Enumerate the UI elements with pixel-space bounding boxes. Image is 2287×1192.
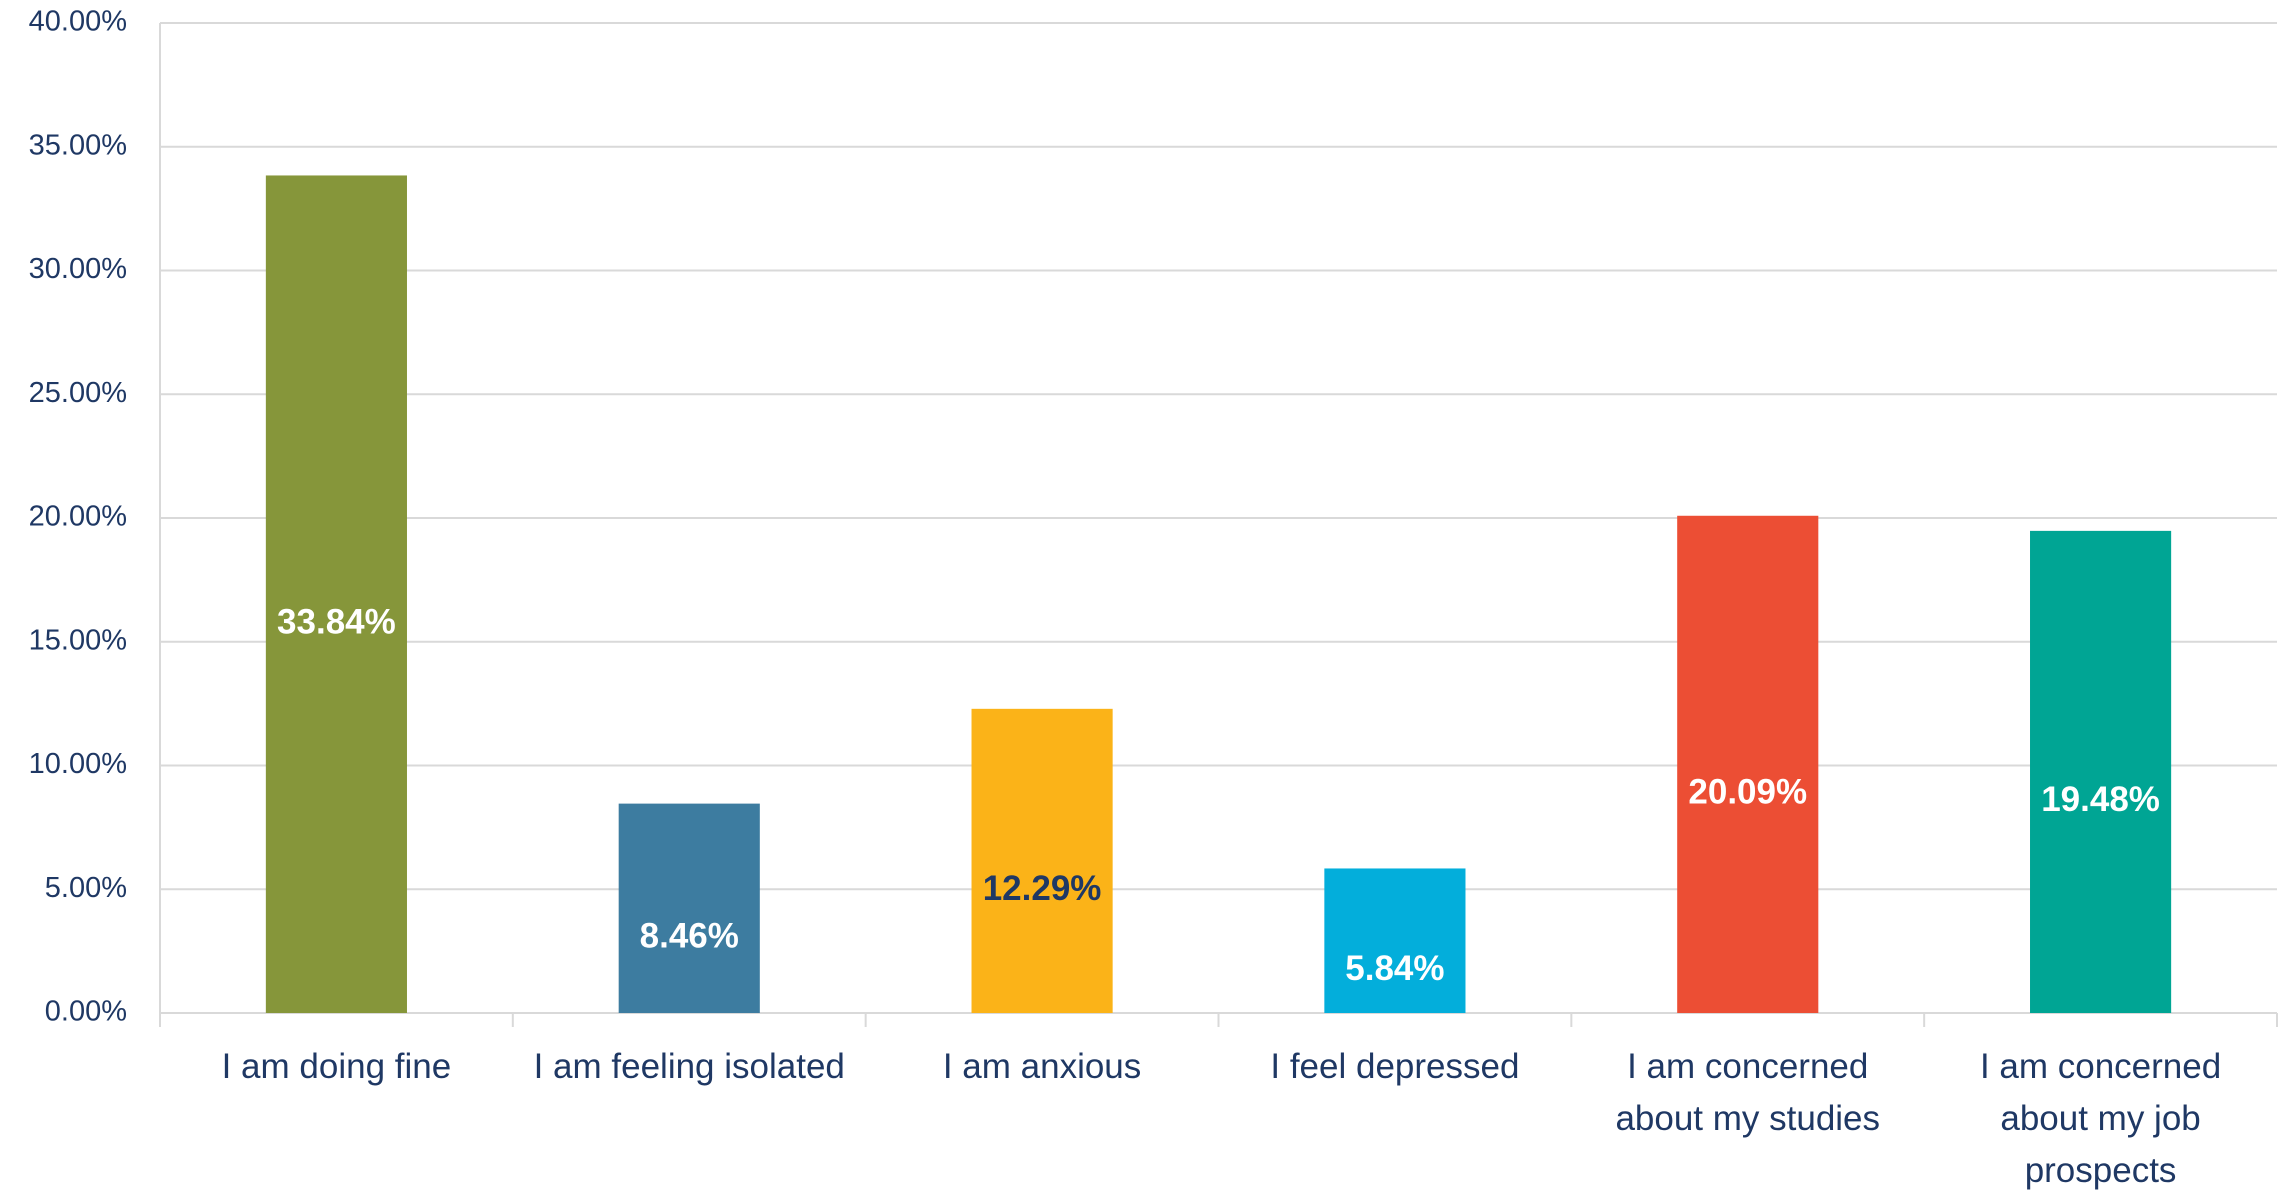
data-label: 8.46%: [640, 917, 739, 956]
bar: [971, 708, 1113, 1013]
y-tick-label: 5.00%: [45, 872, 127, 904]
data-label: 33.84%: [277, 602, 396, 641]
y-tick-label: 30.00%: [29, 253, 127, 285]
bar: [618, 803, 760, 1013]
y-tick-label: 20.00%: [29, 501, 127, 533]
bar: [2030, 530, 2172, 1013]
data-label: 20.09%: [1688, 773, 1807, 812]
x-tick-label: I am feeling isolated: [533, 1047, 845, 1086]
y-tick-label: 10.00%: [29, 748, 127, 780]
bar: [1324, 868, 1466, 1013]
bar: [265, 175, 407, 1013]
y-tick-label: 35.00%: [29, 129, 127, 161]
data-label: 5.84%: [1345, 949, 1444, 988]
x-tick-label: I am concerned about my job prospects: [1979, 1047, 2222, 1190]
y-tick-label: 40.00%: [29, 6, 127, 38]
y-tick-label: 25.00%: [29, 377, 127, 409]
data-label: 12.29%: [983, 869, 1102, 908]
data-label: 19.48%: [2041, 780, 2160, 819]
bar: [1677, 515, 1819, 1013]
y-tick-label: 0.00%: [45, 996, 127, 1028]
x-tick-label: I am concerned about my studies: [1615, 1047, 1881, 1138]
x-tick-label: I am doing fine: [221, 1047, 452, 1086]
y-tick-label: 15.00%: [29, 624, 127, 656]
x-tick-label: I am anxious: [942, 1047, 1142, 1086]
x-tick-label: I feel depressed: [1270, 1047, 1520, 1086]
